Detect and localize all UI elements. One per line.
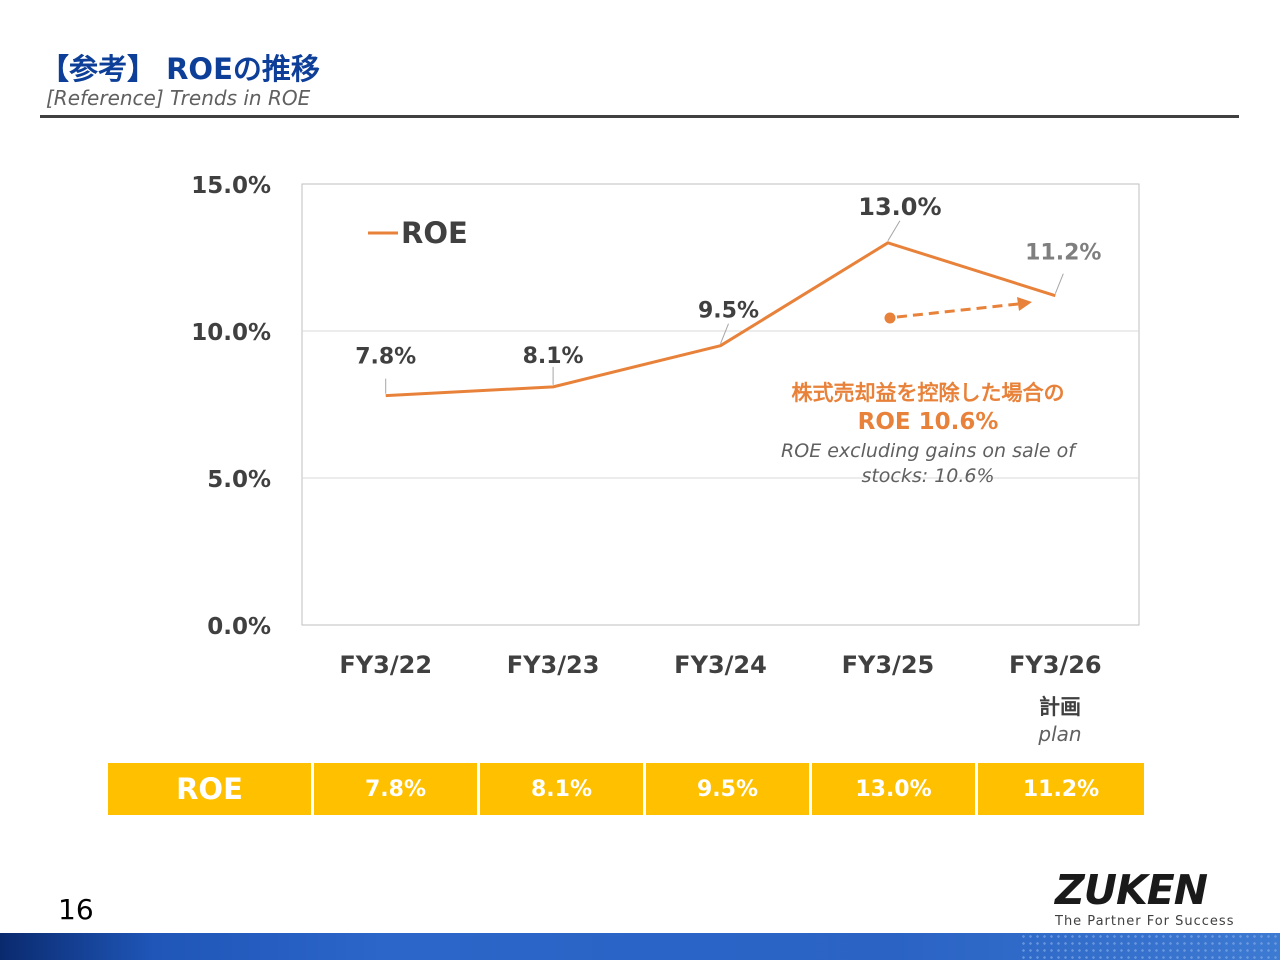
category-note-en: plan [1037, 722, 1081, 746]
category-note-ja: 計画 [1039, 695, 1081, 719]
roe-table-cell: 8.1% [480, 763, 646, 815]
roe-table-cell: 9.5% [646, 763, 812, 815]
roe-table-cell: 13.0% [812, 763, 978, 815]
annotation-en-line1: ROE excluding gains on sale of [781, 440, 1078, 462]
x-category-label: FY3/22 [339, 651, 432, 679]
y-tick-label: 15.0% [191, 173, 271, 199]
roe-line-chart: 0.0% 5.0% 10.0% 15.0% FY3/22 FY3/23 FY3/24 FY3… [191, 173, 1140, 746]
data-label-leader [887, 220, 901, 242]
logo-wordmark: ZUKEN [1055, 866, 1208, 914]
roe-table-cell: 7.8% [314, 763, 480, 815]
title-divider [40, 115, 1239, 118]
footer-band [0, 933, 1280, 960]
x-category-label: FY3/24 [674, 651, 767, 679]
annotation-value: ROE 10.6% [858, 409, 999, 435]
page-title: 【参考】 ROEの推移 [40, 52, 320, 86]
data-label-leader [1054, 273, 1064, 294]
roe-table: ROE 7.8% 8.1% 9.5% 13.0% 11.2% [108, 763, 1144, 815]
roe-table-cell: 11.2% [978, 763, 1144, 815]
annotation-arrow [896, 302, 1019, 319]
data-label: 11.2% [1025, 241, 1101, 266]
annotation: 株式売却益を控除した場合の ROE 10.6% ROE excluding ga… [781, 297, 1078, 487]
logo-tagline: The Partner For Success [1055, 914, 1235, 929]
y-tick-label: 0.0% [207, 614, 271, 640]
data-label: 7.8% [355, 345, 416, 370]
x-category-label: FY3/26 [1009, 651, 1102, 679]
page-number: 16 [58, 893, 94, 926]
legend: ROE [368, 216, 468, 250]
annotation-marker [884, 312, 896, 324]
data-label: 8.1% [523, 344, 584, 369]
data-label-leader [720, 323, 729, 344]
plot-area [301, 183, 1140, 626]
data-label: 9.5% [698, 299, 759, 324]
data-label: 13.0% [858, 193, 941, 221]
roe-table-header: ROE [108, 763, 314, 815]
roe-series-line [385, 241, 1056, 398]
x-category-label: FY3/25 [842, 651, 935, 679]
annotation-ja: 株式売却益を控除した場合の [792, 381, 1065, 405]
y-tick-label: 10.0% [191, 320, 271, 346]
zuken-logo: ZUKEN The Partner For Success [1055, 868, 1250, 929]
annotation-en-line2: stocks: 10.6% [861, 465, 994, 487]
annotation-arrowhead [1017, 297, 1032, 311]
page-subtitle: [Reference] Trends in ROE [46, 86, 311, 110]
legend-label: ROE [401, 216, 468, 250]
y-tick-label: 5.0% [207, 467, 271, 493]
x-category-label: FY3/23 [507, 651, 600, 679]
